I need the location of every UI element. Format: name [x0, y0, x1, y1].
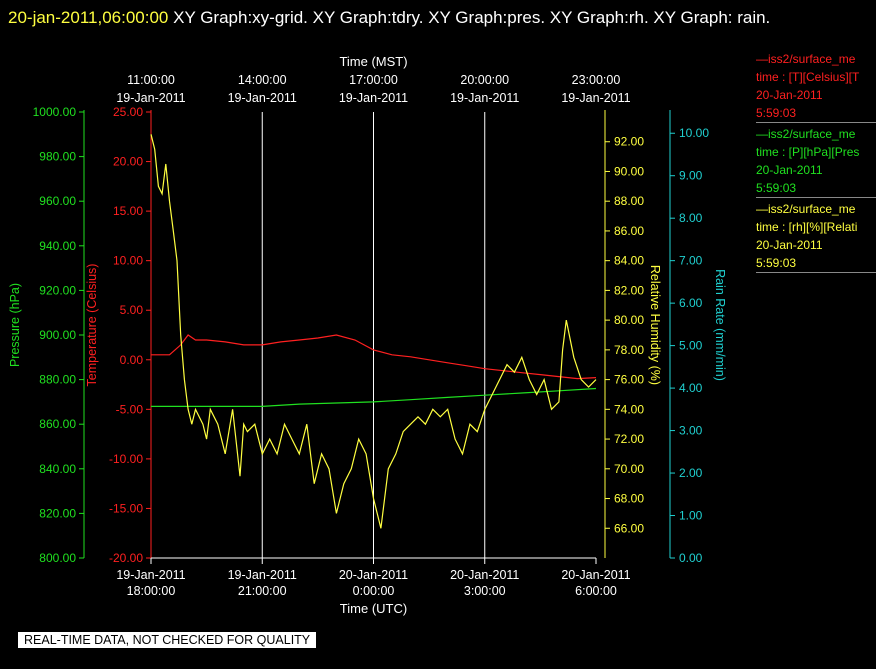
y-tick-label-temp: 5.00 — [120, 303, 144, 317]
x-tick-label-time: 6:00:00 — [575, 584, 617, 598]
y-tick-label-pres: 940.00 — [39, 239, 76, 253]
y-axis-label-rain: Rain Rate (mm/min) — [713, 269, 727, 381]
y-tick-label-pres: 920.00 — [39, 283, 76, 297]
x-tick-label-time: 3:00:00 — [464, 584, 506, 598]
y-tick-label-temp: 20.00 — [113, 155, 143, 169]
y-tick-label-rh: 88.00 — [614, 194, 644, 208]
legend-time: 5:59:03 — [756, 106, 797, 120]
y-tick-label-temp: -15.00 — [109, 501, 143, 515]
y-tick-label-temp: 25.00 — [113, 105, 143, 119]
y-tick-label-pres: 980.00 — [39, 150, 76, 164]
legend-date: 20-Jan-2011 — [756, 88, 823, 102]
legend-time: 5:59:03 — [756, 181, 797, 195]
top-tick-label-date: 19-Jan-2011 — [450, 91, 519, 105]
y-tick-label-rh: 72.00 — [614, 432, 644, 446]
x-tick-label-date: 19-Jan-2011 — [228, 568, 297, 582]
y-tick-label-rh: 90.00 — [614, 164, 644, 178]
y-tick-label-pres: 860.00 — [39, 417, 76, 431]
series-line-temp — [151, 334, 597, 380]
y-tick-label-rain: 6.00 — [679, 296, 703, 310]
y-tick-label-temp: -20.00 — [109, 551, 143, 565]
y-tick-label-pres: 900.00 — [39, 328, 76, 342]
y-tick-label-rh: 82.00 — [614, 283, 644, 297]
y-tick-label-rain: 10.00 — [679, 126, 709, 140]
top-tick-label-time: 14:00:00 — [238, 73, 287, 87]
y-tick-label-pres: 1000.00 — [33, 105, 77, 119]
y-tick-label-rh: 86.00 — [614, 224, 644, 238]
quality-notice: REAL-TIME DATA, NOT CHECKED FOR QUALITY — [18, 632, 317, 648]
y-tick-label-rh: 70.00 — [614, 462, 644, 476]
y-tick-label-rain: 2.00 — [679, 466, 703, 480]
top-tick-label-date: 19-Jan-2011 — [339, 91, 408, 105]
y-tick-label-pres: 800.00 — [39, 551, 76, 565]
legend-date: 20-Jan-2011 — [756, 238, 823, 252]
x-tick-label-time: 0:00:00 — [353, 584, 395, 598]
top-tick-label-time: 11:00:00 — [127, 73, 175, 87]
y-tick-label-pres: 960.00 — [39, 194, 76, 208]
y-tick-label-temp: 15.00 — [113, 204, 143, 218]
y-tick-label-rain: 9.00 — [679, 169, 703, 183]
y-tick-label-rain: 3.00 — [679, 424, 703, 438]
series-line-rh — [150, 134, 597, 529]
x-tick-label-date: 20-Jan-2011 — [561, 568, 630, 582]
legend-desc: time : [T][Celsius][T — [756, 70, 860, 84]
legend-time: 5:59:03 — [756, 256, 797, 270]
top-tick-label-date: 19-Jan-2011 — [561, 91, 630, 105]
x-tick-label-date: 20-Jan-2011 — [339, 568, 408, 582]
x-tick-label-date: 20-Jan-2011 — [450, 568, 519, 582]
header-timestamp: 20-jan-2011,06:00:00 — [8, 8, 169, 27]
y-tick-label-pres: 880.00 — [39, 373, 76, 387]
top-tick-label-time: 17:00:00 — [349, 73, 398, 87]
legend-name: —iss2/surface_me — [756, 202, 856, 216]
y-tick-label-rh: 76.00 — [614, 373, 644, 387]
y-tick-label-rh: 78.00 — [614, 343, 644, 357]
y-tick-label-temp: -10.00 — [109, 452, 143, 466]
y-tick-label-rain: 4.00 — [679, 381, 703, 395]
y-tick-label-pres: 820.00 — [39, 506, 76, 520]
x-axis-title: Time (UTC) — [340, 601, 407, 616]
y-axis-label-pres: Pressure (hPa) — [8, 283, 22, 367]
legend-name: —iss2/surface_me — [756, 127, 856, 141]
y-axis-label-temp: Temperature (Celsius) — [85, 264, 99, 387]
legend-name: —iss2/surface_me — [756, 52, 856, 66]
y-axis-label-rh: Relative Humidity (%) — [648, 265, 662, 385]
y-tick-label-rain: 0.00 — [679, 551, 703, 565]
x-tick-label-date: 19-Jan-2011 — [116, 568, 185, 582]
y-tick-label-rh: 66.00 — [614, 521, 644, 535]
y-tick-label-temp: -5.00 — [116, 402, 144, 416]
x-tick-label-time: 21:00:00 — [238, 584, 287, 598]
y-tick-label-rh: 84.00 — [614, 254, 644, 268]
y-tick-label-rain: 1.00 — [679, 509, 703, 523]
header-graph-list: XY Graph:xy-grid. XY Graph:tdry. XY Grap… — [173, 8, 771, 27]
y-tick-label-rain: 8.00 — [679, 211, 703, 225]
top-tick-label-date: 19-Jan-2011 — [228, 91, 297, 105]
top-tick-label-time: 23:00:00 — [572, 73, 621, 87]
top-tick-label-time: 20:00:00 — [460, 73, 509, 87]
x-tick-label-time: 18:00:00 — [127, 584, 176, 598]
y-tick-label-temp: 10.00 — [113, 254, 143, 268]
y-tick-label-temp: 0.00 — [120, 353, 144, 367]
y-tick-label-rh: 92.00 — [614, 135, 644, 149]
y-tick-label-rh: 68.00 — [614, 492, 644, 506]
y-tick-label-rh: 74.00 — [614, 402, 644, 416]
legend-desc: time : [P][hPa][Pres — [756, 145, 860, 159]
legend-date: 20-Jan-2011 — [756, 163, 823, 177]
top-axis-title: Time (MST) — [339, 54, 407, 69]
series-line-pres — [151, 387, 597, 407]
legend: —iss2/surface_me time : [T][Celsius][T 20-… — [756, 50, 876, 275]
y-tick-label-pres: 840.00 — [39, 462, 76, 476]
y-tick-label-rain: 5.00 — [679, 339, 703, 353]
y-tick-label-rain: 7.00 — [679, 254, 703, 268]
y-tick-label-rh: 80.00 — [614, 313, 644, 327]
top-tick-label-date: 19-Jan-2011 — [116, 91, 185, 105]
legend-desc: time : [rh][%][Relati — [756, 220, 858, 234]
header-bar: 20-jan-2011,06:00:00 XY Graph:xy-grid. X… — [8, 3, 868, 32]
